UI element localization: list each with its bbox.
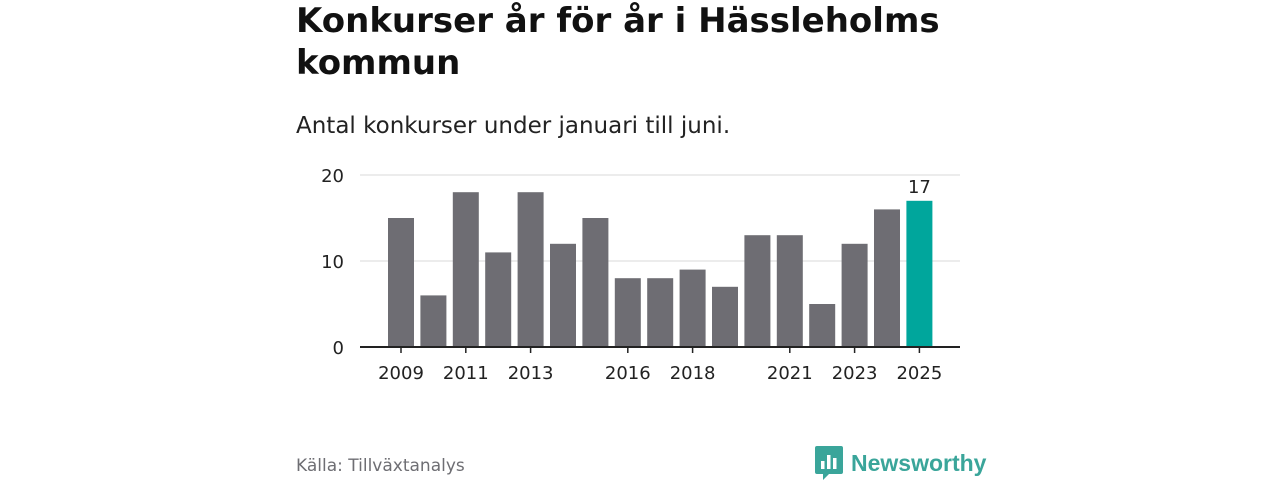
bar: [679, 269, 706, 347]
bar-chart: 0 10 20 17 2009 2011 2013 2016 2018 2021 2023 2025: [321, 166, 960, 384]
x-tick-label: 2011: [443, 363, 489, 384]
x-tick-label: 2013: [508, 363, 554, 384]
newsworthy-logo-icon: [815, 446, 843, 480]
bar: [485, 252, 512, 347]
brand-name: Newsworthy: [851, 449, 987, 476]
bar: [582, 218, 609, 347]
x-tick-label: 2018: [670, 363, 716, 384]
x-tick-label: 2025: [896, 363, 942, 384]
y-tick-label: 10: [321, 252, 344, 273]
bar: [452, 192, 479, 347]
bar: [712, 286, 738, 347]
brand-logo: Newsworthy: [815, 446, 986, 480]
chart-subtitle: Antal konkurser under januari till juni.: [296, 113, 731, 139]
bar: [744, 235, 771, 347]
x-tick-label: 2023: [832, 363, 878, 384]
x-tick-label: 2021: [767, 363, 813, 384]
bar: [841, 243, 868, 347]
bar: [420, 295, 447, 347]
bar: [776, 235, 803, 347]
data-label: 17: [908, 177, 931, 198]
x-tick-label: 2009: [378, 363, 424, 384]
bar: [550, 243, 576, 347]
x-tick-label: 2016: [605, 363, 651, 384]
y-tick-label: 0: [333, 338, 344, 359]
y-tick-label: 20: [321, 166, 344, 187]
bar: [809, 304, 836, 347]
bar: [388, 218, 414, 347]
bar: [874, 209, 900, 347]
bar: [647, 278, 674, 347]
bar: [906, 200, 933, 347]
chart-title: Konkurser år för år i Hässleholms kommun: [296, 1, 940, 83]
source-note: Källa: Tillväxtanalys: [296, 456, 465, 476]
bar: [614, 278, 641, 347]
bar: [517, 192, 544, 347]
